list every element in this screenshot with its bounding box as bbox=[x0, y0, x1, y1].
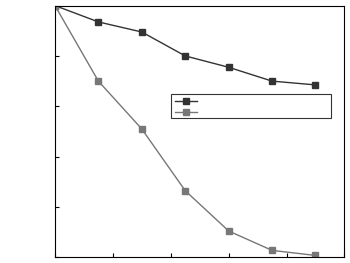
Ti/炭气凝胶/MnO₂ bbox=[313, 254, 317, 257]
Ti/炭气凝胶/MnO₂ bbox=[53, 4, 57, 7]
Ti/SnO₂-SbMnO₂ bbox=[226, 66, 231, 69]
Ti/SnO₂-SbMnO₂ bbox=[53, 4, 57, 7]
Ti/炭气凝胶/MnO₂ bbox=[270, 249, 274, 252]
Ti/SnO₂-SbMnO₂ bbox=[183, 54, 187, 58]
Legend: Ti/SnO₂-SbMnO₂, Ti/炭气凝胶/MnO₂: Ti/SnO₂-SbMnO₂, Ti/炭气凝胶/MnO₂ bbox=[171, 94, 331, 119]
Ti/SnO₂-SbMnO₂ bbox=[270, 79, 274, 83]
Ti/SnO₂-SbMnO₂ bbox=[140, 31, 144, 34]
Line: Ti/炭气凝胶/MnO₂: Ti/炭气凝胶/MnO₂ bbox=[52, 3, 318, 258]
Ti/炭气凝胶/MnO₂ bbox=[140, 127, 144, 130]
Line: Ti/SnO₂-SbMnO₂: Ti/SnO₂-SbMnO₂ bbox=[52, 3, 318, 88]
Ti/炭气凝胶/MnO₂ bbox=[183, 189, 187, 192]
Ti/SnO₂-SbMnO₂ bbox=[313, 83, 317, 87]
Ti/SnO₂-SbMnO₂ bbox=[96, 20, 100, 23]
Ti/炭气凝胶/MnO₂ bbox=[96, 79, 100, 83]
Ti/炭气凝胶/MnO₂ bbox=[226, 229, 231, 232]
